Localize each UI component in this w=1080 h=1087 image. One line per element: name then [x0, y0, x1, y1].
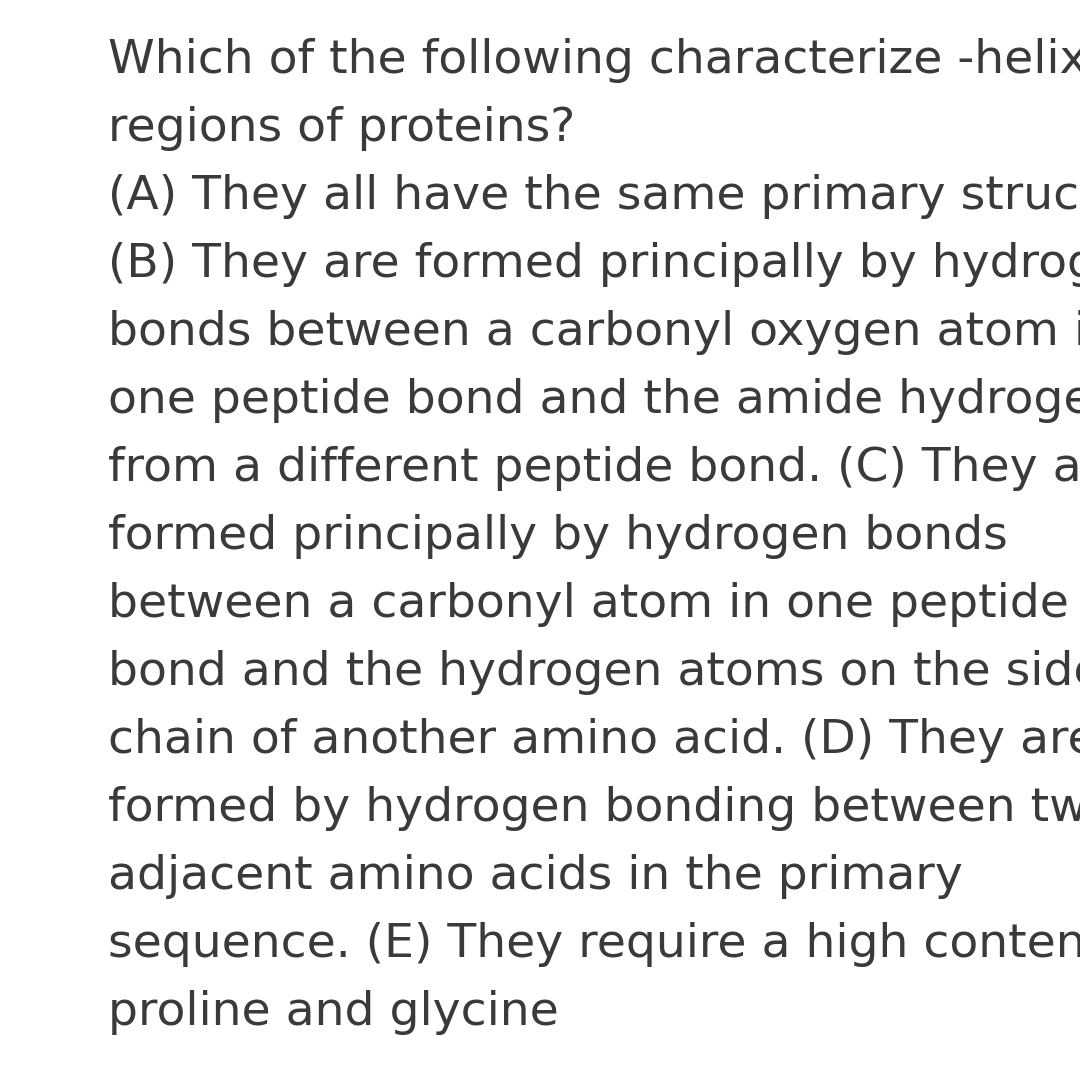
Text: adjacent amino acids in the primary: adjacent amino acids in the primary	[108, 854, 963, 899]
Text: regions of proteins?: regions of proteins?	[108, 107, 576, 151]
Text: formed principally by hydrogen bonds: formed principally by hydrogen bonds	[108, 514, 1008, 559]
Text: between a carbonyl atom in one peptide: between a carbonyl atom in one peptide	[108, 582, 1069, 627]
Text: bonds between a carbonyl oxygen atom in: bonds between a carbonyl oxygen atom in	[108, 310, 1080, 355]
Text: sequence. (E) They require a high content of: sequence. (E) They require a high conten…	[108, 922, 1080, 967]
Text: bond and the hydrogen atoms on the side: bond and the hydrogen atoms on the side	[108, 650, 1080, 695]
Text: proline and glycine: proline and glycine	[108, 990, 558, 1035]
Text: chain of another amino acid. (D) They are: chain of another amino acid. (D) They ar…	[108, 719, 1080, 763]
Text: (A) They all have the same primary structure.: (A) They all have the same primary struc…	[108, 174, 1080, 218]
Text: (B) They are formed principally by hydrogen: (B) They are formed principally by hydro…	[108, 242, 1080, 287]
Text: Which of the following characterize -helix: Which of the following characterize -hel…	[108, 38, 1080, 83]
Text: from a different peptide bond. (C) They are: from a different peptide bond. (C) They …	[108, 446, 1080, 491]
Text: one peptide bond and the amide hydrogen: one peptide bond and the amide hydrogen	[108, 378, 1080, 423]
Text: formed by hydrogen bonding between two: formed by hydrogen bonding between two	[108, 786, 1080, 830]
